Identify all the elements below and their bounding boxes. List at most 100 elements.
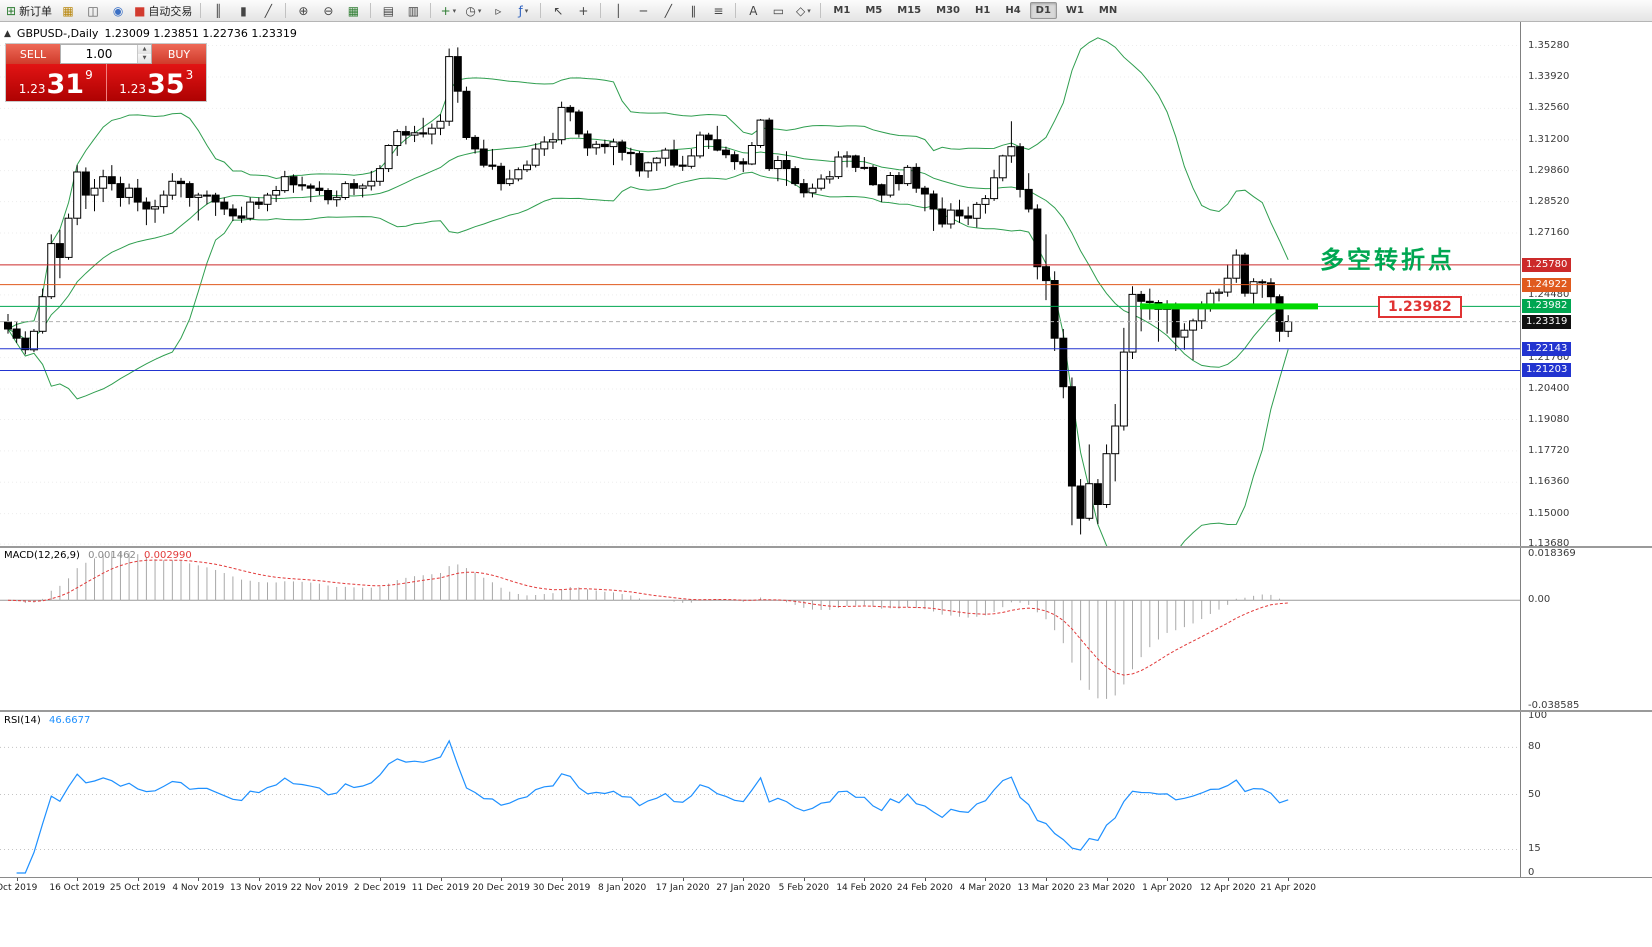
zoom-out-button[interactable]: ⊖ <box>316 2 340 20</box>
macd-axis-label: 0.018369 <box>1528 548 1576 559</box>
dropdown-caret-icon: ▾ <box>452 6 457 15</box>
price-grid-label: 1.19080 <box>1528 413 1570 425</box>
time-axis-tick <box>258 878 260 881</box>
time-axis-tick <box>985 878 987 881</box>
lot-size-field[interactable]: 1.00 ▲ ▼ <box>60 44 152 64</box>
auto-scroll-button[interactable]: ◷ ▾ <box>461 2 485 20</box>
label-button[interactable]: ▭ <box>766 2 790 20</box>
zoom-in-button[interactable]: ⊕ <box>291 2 315 20</box>
price-line-tag: 1.23982 <box>1522 299 1572 314</box>
candlestick-button[interactable]: ▮ <box>231 2 255 20</box>
time-axis-tick <box>501 878 503 881</box>
time-axis-tick <box>1106 878 1108 881</box>
price-grid-label: 1.33920 <box>1528 70 1570 82</box>
channel-button[interactable]: ∥ <box>681 2 705 20</box>
price-grid-label: 1.29860 <box>1528 164 1570 176</box>
chart-shift-button[interactable]: ▹ <box>486 2 510 20</box>
rsi-axis-label: 80 <box>1528 741 1541 753</box>
lot-increase-button[interactable]: ▲ <box>138 45 151 54</box>
time-axis-tick <box>743 878 745 881</box>
price-grid-label: 1.27160 <box>1528 226 1570 238</box>
text-button[interactable]: A <box>741 2 765 20</box>
cascade-windows-button[interactable]: ▥ <box>401 2 425 20</box>
timeframe-m30-button[interactable]: M30 <box>936 5 960 16</box>
timeframe-m15-button[interactable]: M15 <box>897 5 922 16</box>
market-watch-button[interactable]: ◉ <box>106 2 130 20</box>
main-chart-canvas[interactable] <box>0 22 1520 546</box>
sell-price-display[interactable]: 1.23 31 9 <box>6 64 107 101</box>
label-icon: ▭ <box>772 3 785 18</box>
autotrade-button[interactable]: ■ 自动交易 <box>131 2 195 20</box>
time-axis-tick <box>561 878 563 881</box>
macd-name: MACD(12,26,9) <box>4 550 80 561</box>
profiles-button[interactable]: ◫ <box>81 2 105 20</box>
panel-separator[interactable] <box>0 546 1652 548</box>
rsi-panel-canvas[interactable] <box>0 712 1520 877</box>
toolbar-separator <box>370 3 372 18</box>
collapse-panel-icon[interactable]: ▲ <box>4 28 11 39</box>
price-line-tag: 1.24922 <box>1522 277 1572 292</box>
lot-size-value[interactable]: 1.00 <box>85 47 113 61</box>
time-axis-tick <box>440 878 442 881</box>
cascade-windows-icon: ▥ <box>407 3 420 18</box>
time-axis-label: 13 Nov 2019 <box>230 883 288 893</box>
time-axis-label: 1 Apr 2020 <box>1142 883 1193 893</box>
timeframe-mn-button[interactable]: MN <box>1098 5 1118 16</box>
toolbar-separator <box>820 3 822 18</box>
macd-panel-canvas[interactable] <box>0 548 1520 710</box>
indicators-button[interactable]: ƒ ▾ <box>511 2 535 20</box>
bar-chart-icon: ║ <box>214 3 223 18</box>
price-line-tag: 1.21203 <box>1522 363 1572 378</box>
new-order-button[interactable]: ⊞ 新订单 <box>3 2 55 20</box>
timeframe-m5-button[interactable]: M5 <box>865 5 883 16</box>
cursor-button[interactable]: ↖ <box>546 2 570 20</box>
timeframe-m1-button[interactable]: M1 <box>833 5 851 16</box>
tile-windows-button[interactable]: ▤ <box>376 2 400 20</box>
chart-window-button[interactable]: ▦ <box>56 2 80 20</box>
time-axis-tick <box>319 878 321 881</box>
timeframe-w1-button[interactable]: W1 <box>1065 5 1084 16</box>
vertical-line-button[interactable]: │ <box>606 2 630 20</box>
line-chart-icon: ╱ <box>264 3 273 18</box>
bar-chart-button[interactable]: ║ <box>206 2 230 20</box>
line-chart-button[interactable]: ╱ <box>256 2 280 20</box>
shapes-button[interactable]: ◇ ▾ <box>791 2 815 20</box>
rsi-name: RSI(14) <box>4 715 41 726</box>
timeframe-h1-button[interactable]: H1 <box>975 5 991 16</box>
panel-separator[interactable] <box>0 710 1652 712</box>
time-axis-label: 21 Apr 2020 <box>1260 883 1317 893</box>
lot-decrease-button[interactable]: ▼ <box>138 54 151 63</box>
fibonacci-icon: ≡ <box>713 3 724 18</box>
buy-price-display[interactable]: 1.23 35 3 <box>106 64 206 101</box>
dropdown-caret-icon: ▾ <box>807 6 811 15</box>
time-axis-label: 20 Dec 2019 <box>472 883 530 893</box>
new-chart-button[interactable]: + ▾ <box>436 2 460 20</box>
toolbar-separator <box>600 3 602 18</box>
price-grid-label: 1.13680 <box>1528 538 1570 550</box>
buy-button[interactable]: BUY <box>152 44 206 64</box>
time-axis-tick <box>1046 878 1047 881</box>
tile-windows-icon: ▤ <box>382 3 395 18</box>
time-axis-label: 5 Feb 2020 <box>778 883 829 893</box>
dropdown-caret-icon: ▾ <box>524 6 529 15</box>
grid-button[interactable]: ▦ <box>341 2 365 20</box>
horizontal-line-button[interactable]: ─ <box>631 2 655 20</box>
toolbar-separator <box>200 3 202 18</box>
time-axis-label: 22 Nov 2019 <box>290 883 349 893</box>
chart-symbol-period: GBPUSD-,Daily <box>16 27 99 40</box>
time-axis-label: 14 Feb 2020 <box>836 883 893 893</box>
price-grid-label: 1.32560 <box>1528 102 1570 114</box>
timeframe-h4-button[interactable]: H4 <box>1005 5 1021 16</box>
zoom-out-icon: ⊖ <box>323 3 334 18</box>
trendline-button[interactable]: ╱ <box>656 2 680 20</box>
rsi-axis-label: 15 <box>1528 843 1541 855</box>
crosshair-icon: + <box>578 3 589 18</box>
toolbar-separator <box>540 3 542 18</box>
time-axis: Oct 2019 16 Oct 2019 25 Oct 2019 4 Nov 2019… <box>0 878 1520 898</box>
sell-button[interactable]: SELL <box>6 44 60 64</box>
price-callout-box: 1.23982 <box>1378 296 1462 318</box>
crosshair-button[interactable]: + <box>571 2 595 20</box>
timeframe-d1-button[interactable]: D1 <box>1029 2 1057 19</box>
fibonacci-button[interactable]: ≡ <box>706 2 730 20</box>
time-axis-label: 4 Mar 2020 <box>959 883 1012 893</box>
